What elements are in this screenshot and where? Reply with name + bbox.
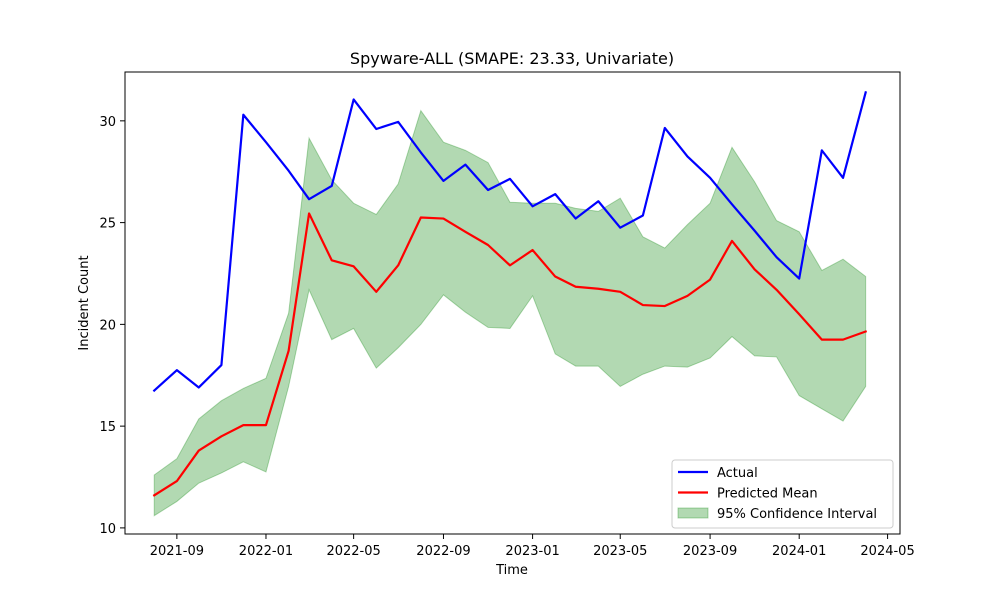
plot-area <box>152 91 868 517</box>
y-axis-title: Incident Count <box>77 255 92 350</box>
confidence-interval-band <box>153 109 867 517</box>
legend-label-actual: Actual <box>717 466 758 481</box>
y-tick-label: 30 <box>99 115 116 130</box>
x-axis-title: Time <box>495 563 528 578</box>
x-tick-label: 2021-09 <box>150 544 204 559</box>
y-tick-label: 10 <box>99 522 116 537</box>
legend-label-95-confidence-interval: 95% Confidence Interval <box>717 507 877 522</box>
x-tick-label: 2023-01 <box>505 544 559 559</box>
y-tick-label: 25 <box>99 217 116 232</box>
legend-swatch-95-confidence-interval <box>677 507 709 519</box>
x-tick-label: 2022-09 <box>416 544 470 559</box>
series-line-predicted-mean <box>152 212 868 497</box>
axes: 2021-09 2022-01 2022-05 2022-09 2023-01 2023-… <box>99 115 914 559</box>
x-tick-label: 2024-05 <box>860 544 914 559</box>
x-tick-label: 2024-01 <box>772 544 826 559</box>
legend: Actual Predicted Mean 95% Confidence Inter… <box>671 459 894 529</box>
y-tick-label: 15 <box>99 420 116 435</box>
x-tick-label: 2023-05 <box>593 544 647 559</box>
x-tick-label: 2022-05 <box>326 544 380 559</box>
plot-frame <box>124 71 901 535</box>
legend-label-predicted-mean: Predicted Mean <box>717 487 818 502</box>
chart-title: Spyware-ALL (SMAPE: 23.33, Univariate) <box>350 49 674 68</box>
x-tick-label: 2022-01 <box>239 544 293 559</box>
legend-box <box>671 459 894 529</box>
series-line-actual <box>152 91 868 393</box>
y-tick-label: 20 <box>99 318 116 333</box>
x-tick-label: 2023-09 <box>683 544 737 559</box>
